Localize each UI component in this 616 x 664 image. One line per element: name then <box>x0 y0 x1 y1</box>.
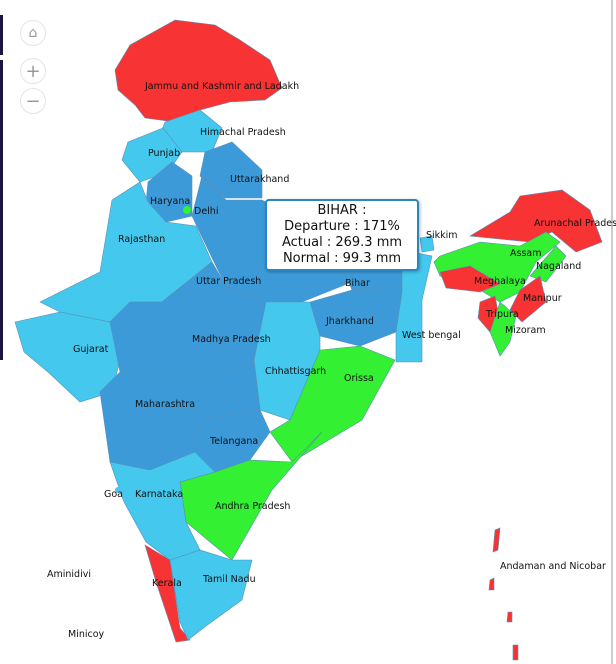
home-button[interactable]: ⌂ <box>20 20 46 46</box>
label-kl: Kerala <box>152 578 182 589</box>
state-andaman-and-nicobar[interactable] <box>506 611 513 623</box>
label-ap: Andhra Pradesh <box>215 501 290 512</box>
label-ar: Arunachal Pradesh <box>534 218 616 229</box>
state-mizoram[interactable] <box>489 301 517 357</box>
label-mh: Maharashtra <box>135 399 195 410</box>
state-andaman-and-nicobar[interactable] <box>512 644 519 661</box>
label-an: Andaman and Nicobar <box>500 561 606 572</box>
home-icon: ⌂ <box>28 25 38 41</box>
state-meghalaya[interactable] <box>439 265 501 293</box>
label-ld: Aminidivi <box>47 569 91 580</box>
label-dl: Delhi <box>194 206 218 217</box>
zoom-in-button[interactable]: + <box>20 58 46 84</box>
label-uk: Uttarakhand <box>230 174 289 185</box>
label-tr: Tripura <box>485 309 519 320</box>
tooltip-departure: Departure : 171% <box>284 219 400 234</box>
label-ka: Karnataka <box>135 489 183 500</box>
label-tn: Tamil Nadu <box>202 574 256 585</box>
state-delhi[interactable] <box>183 206 191 214</box>
label-br: Bihar <box>345 278 370 289</box>
label-mz: Mizoram <box>505 325 546 336</box>
state-andhra-pradesh[interactable] <box>179 431 323 561</box>
state-west-bengal[interactable] <box>395 249 433 363</box>
label-cg: Chhattisgarh <box>265 366 326 377</box>
label-hp: Himachal Pradesh <box>200 127 286 138</box>
label-tg: Telangana <box>209 436 258 447</box>
state-uttarakhand[interactable] <box>199 141 263 199</box>
label-pb: Punjab <box>148 148 180 159</box>
tooltip-title: BIHAR : <box>317 203 367 218</box>
label-mp: Madhya Pradesh <box>192 334 271 345</box>
minus-icon: − <box>25 90 41 112</box>
label-as: Assam <box>510 248 541 259</box>
label-up: Uttar Pradesh <box>196 276 261 287</box>
label-mn: Manipur <box>523 293 562 304</box>
state-tooltip: BIHAR : Departure : 171% Actual : 269.3 … <box>265 199 419 271</box>
label-mc: Minicoy <box>68 629 105 640</box>
state-jammu-and-kashmir-and-ladakh[interactable] <box>114 19 283 123</box>
label-gj: Gujarat <box>73 344 109 355</box>
label-jh: Jharkhand <box>325 316 374 327</box>
state-goa[interactable] <box>115 487 121 493</box>
state-tamil-nadu[interactable] <box>169 549 253 641</box>
label-rj: Rajasthan <box>118 234 165 245</box>
tooltip-normal: Normal : 99.3 mm <box>282 251 402 266</box>
plus-icon: + <box>25 60 41 82</box>
state-nagaland[interactable] <box>529 245 567 283</box>
label-nl: Nagaland <box>536 261 581 272</box>
scrollbar[interactable] <box>611 0 613 664</box>
label-ml: Meghalaya <box>474 276 526 287</box>
label-sk: Sikkim <box>426 230 458 241</box>
label-or: Orissa <box>344 373 374 384</box>
label-ga: Goa <box>104 489 123 500</box>
tooltip-actual: Actual : 269.3 mm <box>281 235 403 250</box>
zoom-out-button[interactable]: − <box>20 88 46 114</box>
state-andaman-and-nicobar[interactable] <box>488 577 495 591</box>
label-jk: Jammu and Kashmir and Ladakh <box>144 81 299 92</box>
state-karnataka[interactable] <box>109 451 216 561</box>
left-edge-bar <box>0 15 3 55</box>
state-manipur[interactable] <box>509 275 547 323</box>
state-orissa[interactable] <box>269 345 396 463</box>
state-sikkim[interactable] <box>419 235 435 253</box>
left-edge-bar <box>0 60 3 360</box>
label-wb: West bengal <box>402 330 461 341</box>
state-andaman-and-nicobar[interactable] <box>492 527 501 553</box>
label-hr: Haryana <box>150 196 190 207</box>
